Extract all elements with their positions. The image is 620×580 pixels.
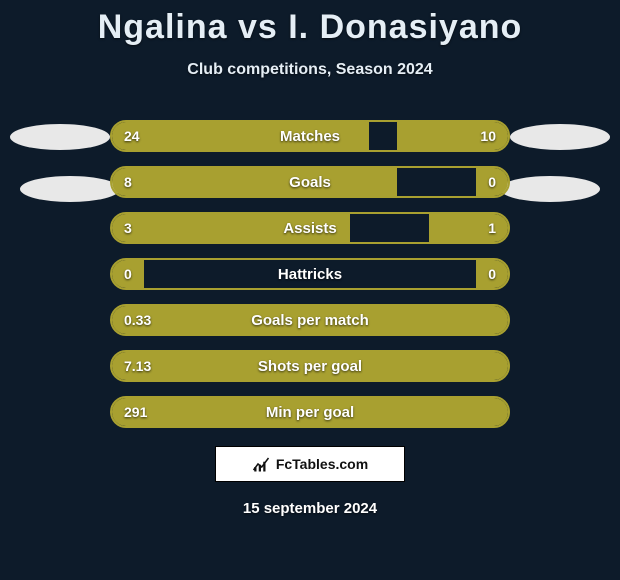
- player-left-avatar-placeholder-2: [20, 176, 120, 202]
- comparison-chart: 2410Matches 80Goals 31Assists 00Hattricks 0.…: [110, 120, 510, 442]
- brand-label: FcTables.com: [276, 456, 368, 472]
- metric-label: Hattricks: [112, 260, 508, 288]
- bar-right: [476, 168, 508, 196]
- bar-left: [112, 398, 508, 426]
- player-right-avatar-placeholder-2: [500, 176, 600, 202]
- subtitle: Club competitions, Season 2024: [0, 61, 620, 79]
- bar-right: [429, 214, 508, 242]
- bar-left: [112, 214, 350, 242]
- stat-row: 00Hattricks: [110, 258, 510, 290]
- stat-row: 80Goals: [110, 166, 510, 198]
- chart-icon: [252, 455, 270, 473]
- player-left-avatar-placeholder-1: [10, 124, 110, 150]
- bar-left: [112, 352, 508, 380]
- stat-row: 2410Matches: [110, 120, 510, 152]
- stat-row: 291Min per goal: [110, 396, 510, 428]
- bar-left: [112, 306, 508, 334]
- stat-row: 7.13Shots per goal: [110, 350, 510, 382]
- page-title: Ngalina vs I. Donasiyano: [0, 0, 620, 47]
- stat-row: 31Assists: [110, 212, 510, 244]
- player-right-avatar-placeholder-1: [510, 124, 610, 150]
- bar-left: [112, 260, 144, 288]
- bar-right: [476, 260, 508, 288]
- bar-left: [112, 168, 397, 196]
- bar-right: [397, 122, 508, 150]
- stat-row: 0.33Goals per match: [110, 304, 510, 336]
- date-label: 15 september 2024: [0, 500, 620, 517]
- bar-left: [112, 122, 369, 150]
- brand-box: FcTables.com: [215, 446, 405, 482]
